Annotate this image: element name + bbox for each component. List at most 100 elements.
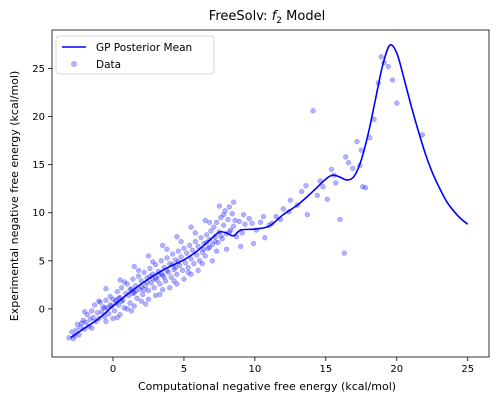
data-point bbox=[350, 165, 356, 172]
data-point bbox=[222, 208, 228, 214]
data-point bbox=[171, 278, 177, 284]
data-point bbox=[257, 219, 264, 226]
data-point bbox=[199, 249, 206, 255]
data-point bbox=[121, 305, 128, 311]
data-point bbox=[250, 240, 257, 247]
data-point bbox=[226, 204, 233, 210]
data-point bbox=[260, 213, 267, 220]
data-point bbox=[174, 234, 180, 240]
data-point bbox=[209, 241, 215, 248]
data-point bbox=[142, 283, 149, 289]
data-point bbox=[118, 285, 125, 291]
data-point bbox=[185, 264, 191, 271]
data-point bbox=[77, 324, 84, 330]
x-tick-label: 0 bbox=[110, 364, 116, 375]
data-point bbox=[148, 280, 154, 286]
data-point bbox=[96, 298, 102, 304]
data-point bbox=[345, 160, 352, 166]
data-point bbox=[184, 250, 190, 256]
data-point bbox=[101, 305, 108, 311]
y-tick-label: 15 bbox=[32, 160, 45, 171]
data-point bbox=[228, 227, 234, 233]
data-point bbox=[83, 319, 89, 326]
data-point bbox=[81, 309, 88, 315]
data-point bbox=[117, 277, 123, 283]
data-point bbox=[114, 314, 120, 321]
data-point bbox=[134, 295, 140, 301]
data-point bbox=[215, 239, 221, 246]
data-point bbox=[213, 248, 220, 254]
plot-area-background bbox=[52, 30, 489, 357]
data-point bbox=[362, 185, 369, 191]
data-point bbox=[152, 275, 159, 281]
data-point bbox=[175, 248, 181, 254]
data-point bbox=[157, 281, 163, 287]
data-point bbox=[195, 243, 201, 250]
data-point bbox=[128, 308, 135, 314]
data-point bbox=[182, 260, 189, 266]
data-point bbox=[216, 203, 223, 209]
data-point bbox=[106, 311, 112, 317]
data-point bbox=[242, 221, 248, 227]
data-point bbox=[202, 217, 208, 224]
data-point bbox=[221, 222, 227, 228]
data-point bbox=[238, 243, 244, 250]
data-point bbox=[287, 197, 294, 203]
data-point bbox=[172, 264, 179, 271]
data-point bbox=[174, 271, 180, 277]
data-point bbox=[328, 166, 335, 173]
data-point bbox=[389, 77, 396, 83]
y-axis-label: Experimental negative free energy (kcal/… bbox=[8, 71, 21, 321]
data-point bbox=[89, 308, 95, 314]
x-tick-label: 15 bbox=[319, 364, 332, 375]
data-point bbox=[174, 281, 180, 287]
data-point bbox=[110, 315, 116, 322]
data-point bbox=[141, 287, 147, 293]
x-tick-label: 10 bbox=[249, 364, 262, 375]
chart-title: FreeSolv: f2 Model bbox=[209, 9, 325, 26]
data-point bbox=[151, 285, 157, 291]
data-point bbox=[188, 271, 194, 277]
data-point bbox=[191, 261, 197, 267]
data-point bbox=[179, 267, 186, 274]
data-point bbox=[171, 266, 177, 273]
data-point bbox=[140, 291, 146, 298]
data-point bbox=[178, 238, 184, 245]
y-tick-label: 10 bbox=[32, 208, 45, 219]
data-point bbox=[141, 269, 147, 276]
data-point bbox=[199, 261, 206, 267]
data-point bbox=[90, 314, 96, 321]
data-points-layer bbox=[66, 54, 425, 342]
x-tick-label: 5 bbox=[181, 364, 187, 375]
data-point bbox=[124, 306, 130, 312]
x-tick-label: 25 bbox=[461, 364, 474, 375]
data-point bbox=[360, 184, 366, 190]
data-point bbox=[206, 219, 213, 226]
data-point bbox=[212, 238, 218, 245]
data-point bbox=[177, 262, 183, 269]
data-point bbox=[94, 310, 101, 316]
data-point bbox=[310, 108, 316, 114]
data-point bbox=[158, 258, 164, 264]
data-point bbox=[303, 183, 309, 189]
x-axis-label: Computational negative free energy (kcal… bbox=[138, 380, 396, 393]
data-point bbox=[164, 255, 170, 261]
data-point bbox=[343, 154, 349, 160]
data-point bbox=[73, 327, 79, 333]
data-point bbox=[84, 312, 91, 318]
legend-marker-swatch bbox=[71, 61, 77, 67]
data-point bbox=[385, 63, 391, 70]
data-point bbox=[121, 279, 128, 285]
data-point bbox=[169, 251, 176, 257]
data-point bbox=[189, 247, 196, 253]
data-point bbox=[333, 180, 339, 186]
data-point bbox=[165, 269, 171, 276]
data-point bbox=[181, 245, 187, 251]
data-point bbox=[131, 303, 137, 309]
data-point bbox=[240, 212, 247, 218]
data-point bbox=[337, 216, 343, 223]
data-point bbox=[145, 287, 152, 294]
data-point bbox=[394, 100, 400, 106]
data-point bbox=[273, 213, 279, 220]
data-point bbox=[186, 242, 193, 249]
